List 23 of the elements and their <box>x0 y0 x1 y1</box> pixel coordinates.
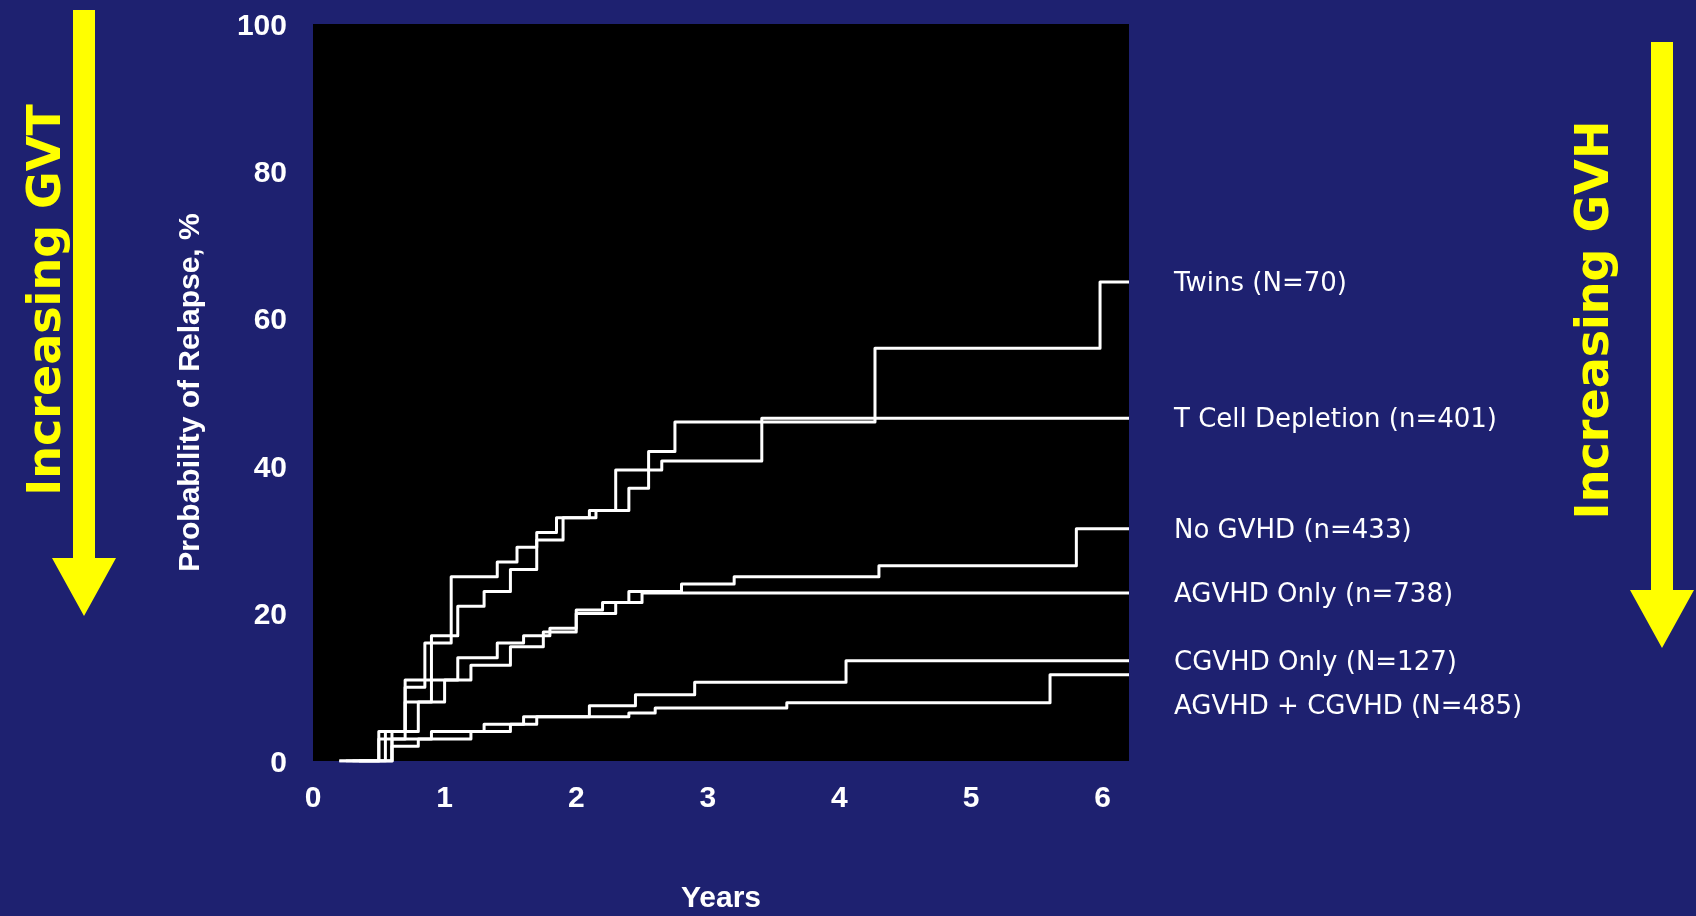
x-axis-title: Years <box>680 879 762 913</box>
series-label: No GVHD (n=433) <box>1174 513 1412 544</box>
series-label: CGVHD Only (N=127) <box>1174 645 1457 676</box>
series-label: T Cell Depletion (n=401) <box>1173 403 1497 434</box>
y-tick-label: 60 <box>253 302 287 336</box>
x-tick-label: 3 <box>699 779 717 813</box>
x-tick-label: 2 <box>567 779 585 813</box>
y-tick-label: 100 <box>236 7 287 41</box>
y-tick-label: 0 <box>270 744 287 778</box>
text: Increasing GVH <box>1565 120 1619 520</box>
y-axis-title: Probability of Relapse, % <box>171 213 205 572</box>
series-label: Twins (N=70) <box>1173 266 1347 297</box>
y-tick-label: 40 <box>253 449 287 483</box>
y-tick-label: 20 <box>253 597 287 631</box>
text: Increasing GVT <box>17 103 71 496</box>
x-tick-label: 0 <box>304 779 322 813</box>
x-tick-label: 4 <box>831 779 849 813</box>
y-tick-label: 80 <box>253 154 287 188</box>
x-tick-label: 6 <box>1094 779 1112 813</box>
x-tick-label: 1 <box>436 779 453 813</box>
series-label: AGVHD + CGVHD (N=485) <box>1174 689 1523 720</box>
x-tick-label: 5 <box>962 779 980 813</box>
series-label: AGVHD Only (n=738) <box>1174 577 1454 608</box>
